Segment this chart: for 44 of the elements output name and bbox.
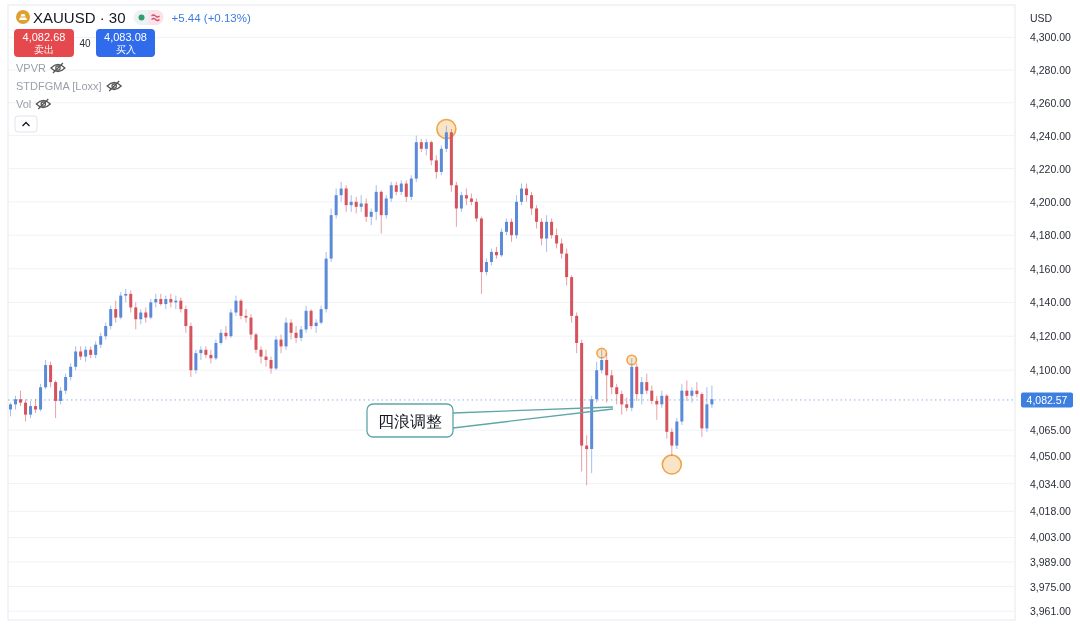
y-tick-label: 4,240.00 <box>1030 129 1072 142</box>
y-tick-label: 4,120.00 <box>1030 330 1072 343</box>
y-tick-label: 4,018.00 <box>1030 505 1072 518</box>
y-tick-label: 4,280.00 <box>1030 63 1072 76</box>
y-tick-label: 3,989.00 <box>1030 555 1072 568</box>
y-tick-label: 4,100.00 <box>1030 364 1072 377</box>
candlestick <box>209 349 213 364</box>
y-tick-label: 3,975.00 <box>1030 580 1072 593</box>
y-tick-label: 4,260.00 <box>1030 96 1072 109</box>
candlestick <box>269 356 273 375</box>
y-tick-label: 4,180.00 <box>1030 229 1072 242</box>
annotation: 卖出 <box>34 44 54 55</box>
y-tick-label: 4,300.00 <box>1030 31 1072 44</box>
y-tick-label: 4,200.00 <box>1030 195 1072 208</box>
y-tick-label: 4,160.00 <box>1030 262 1072 275</box>
candlestick <box>244 308 248 324</box>
y-tick-label: 3,961.00 <box>1030 605 1072 618</box>
y-tick-label: 4,003.00 <box>1030 531 1072 544</box>
annotation: STDFGMA [Loxx] <box>16 80 102 92</box>
candlestick <box>259 345 263 364</box>
annotation: Vol <box>16 98 32 110</box>
ref-line-label: 4,082.57 <box>1026 393 1068 406</box>
candlestick <box>695 381 699 399</box>
annotation: 买入 <box>115 44 136 55</box>
annotation: +5.44 (+0.13%) <box>171 11 251 24</box>
y-tick-label: 4,050.00 <box>1030 449 1072 462</box>
y-tick-label: 4,220.00 <box>1030 162 1072 175</box>
candlestick <box>294 325 298 344</box>
candlestick <box>264 349 268 368</box>
annotation: VPVR <box>16 62 47 74</box>
annotation: 4,083.08 <box>104 31 147 43</box>
chart-title: XAUUSD · 30 <box>33 8 126 26</box>
annotation: 4,082.68 <box>22 31 66 43</box>
annotation: 40 <box>79 38 91 49</box>
y-tick-label: 4,065.00 <box>1030 424 1072 437</box>
y-tick-label: 4,140.00 <box>1030 296 1072 309</box>
annotation: 四浪调整 <box>378 412 442 429</box>
candlestick <box>204 345 208 359</box>
candlestick <box>199 345 203 361</box>
candlestick <box>314 318 318 334</box>
y-tick-label: 4,034.00 <box>1030 477 1072 490</box>
candlestick <box>690 386 694 404</box>
candlestick <box>224 325 228 341</box>
y-axis-title: USD <box>1030 12 1053 24</box>
